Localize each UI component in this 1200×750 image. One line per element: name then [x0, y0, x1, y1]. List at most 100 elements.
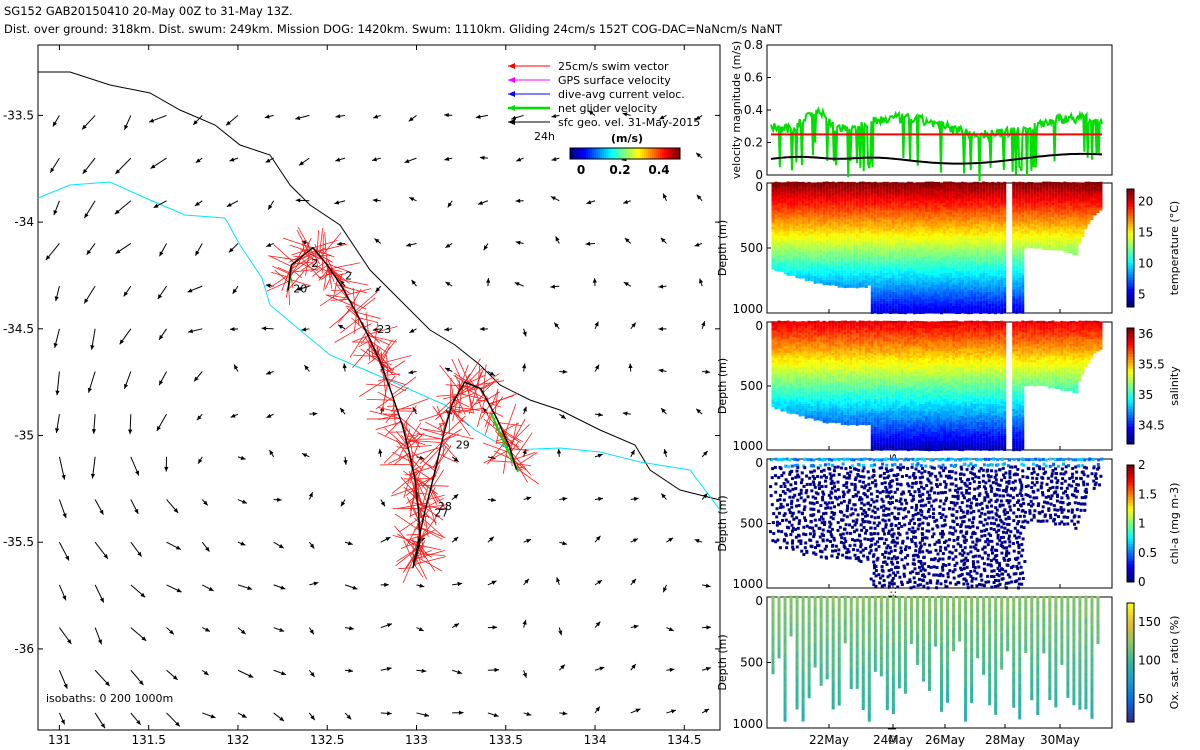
- current-arrowhead: [475, 114, 481, 119]
- section-point: [804, 264, 808, 268]
- section-point: [789, 193, 793, 197]
- current-arrowhead: [445, 281, 451, 287]
- swim-vector: [468, 386, 478, 414]
- section-point: [786, 240, 790, 244]
- current-arrowhead: [598, 496, 603, 502]
- swim-vector: [419, 442, 442, 465]
- swim-vector: [330, 298, 349, 301]
- section-point: [795, 209, 799, 213]
- section-point: [783, 252, 787, 256]
- section-point: [771, 215, 775, 219]
- section-point: [780, 236, 784, 240]
- current-arrowhead: [45, 255, 51, 261]
- map-colorbar-cell: [622, 148, 625, 159]
- current-arrowhead: [334, 200, 340, 205]
- section-point: [804, 271, 808, 275]
- swim-vector: [406, 533, 420, 536]
- swim-vector: [498, 422, 522, 426]
- current-arrowhead: [409, 197, 415, 202]
- section-point: [777, 182, 781, 186]
- section-point: [792, 181, 796, 185]
- current-arrowhead: [128, 429, 133, 435]
- current-arrowhead: [595, 621, 601, 627]
- section-point: [780, 240, 784, 244]
- current-arrowhead: [671, 709, 676, 714]
- section-point: [792, 195, 796, 199]
- swim-vector: [417, 477, 431, 490]
- map-colorbar-cell: [634, 148, 637, 159]
- section-point: [789, 270, 793, 274]
- current-arrowhead: [633, 496, 639, 502]
- map-colorbar-cell: [666, 148, 669, 159]
- section-point: [774, 230, 778, 234]
- section-point: [918, 311, 922, 315]
- section-point: [810, 238, 814, 242]
- swim-vector: [478, 387, 484, 396]
- swim-vector: [513, 432, 533, 461]
- section-point: [852, 284, 856, 288]
- section-point: [921, 310, 925, 314]
- glider-track: [287, 246, 518, 569]
- section-point: [771, 194, 775, 198]
- section-point: [810, 252, 814, 256]
- section-point: [771, 189, 775, 193]
- section-point: [798, 240, 802, 244]
- section-point: [777, 233, 781, 237]
- map-colorbar-tick: 0.4: [648, 163, 669, 177]
- section-point: [807, 245, 811, 249]
- section-point: [804, 219, 808, 223]
- legend-arrowhead: [508, 105, 515, 111]
- current-arrowhead: [248, 673, 254, 678]
- section-point: [795, 268, 799, 272]
- section-point: [798, 193, 802, 197]
- section-point: [783, 182, 787, 186]
- map-colorbar-cell: [578, 148, 581, 159]
- section-point: [792, 193, 796, 197]
- swim-vector: [450, 401, 460, 409]
- section-point: [807, 275, 811, 279]
- current-arrowhead: [119, 339, 125, 345]
- section-point: [988, 310, 992, 314]
- section-point: [795, 237, 799, 241]
- section-point: [771, 240, 775, 244]
- section-point: [864, 285, 868, 289]
- section-point: [795, 235, 799, 239]
- map-colorbar-cell: [644, 148, 647, 159]
- swim-vector: [430, 488, 438, 502]
- section-point: [789, 233, 793, 237]
- section-point: [777, 259, 781, 263]
- section-point: [906, 310, 910, 314]
- current-arrowhead: [551, 113, 557, 119]
- section-point: [807, 200, 811, 204]
- section-point: [804, 196, 808, 200]
- section-point: [792, 247, 796, 251]
- current-arrowhead: [694, 539, 700, 544]
- section-point: [792, 254, 796, 258]
- section-point: [780, 210, 784, 214]
- section-point: [801, 261, 805, 265]
- swim-vector: [450, 409, 470, 427]
- swim-vector: [327, 294, 349, 299]
- current-arrowhead: [628, 363, 633, 369]
- section-point: [798, 217, 802, 221]
- swim-vector: [353, 354, 378, 357]
- section-point: [807, 205, 811, 209]
- current-arrowhead: [295, 198, 301, 203]
- current-arrowhead: [97, 639, 102, 645]
- current-arrowhead: [266, 370, 272, 375]
- current-arrowhead: [310, 672, 315, 677]
- current-arrowhead: [522, 406, 527, 412]
- swim-vector: [421, 447, 441, 468]
- section-point: [780, 259, 784, 263]
- section-point: [807, 247, 811, 251]
- section-point: [813, 215, 817, 219]
- section-point: [774, 219, 778, 223]
- current-arrowhead: [560, 664, 565, 670]
- section-point: [780, 250, 784, 254]
- swim-vector: [382, 413, 399, 415]
- section-point: [807, 235, 811, 239]
- section-point: [792, 242, 796, 246]
- section-point: [795, 263, 799, 267]
- swim-vector: [320, 232, 342, 258]
- section-point: [813, 194, 817, 198]
